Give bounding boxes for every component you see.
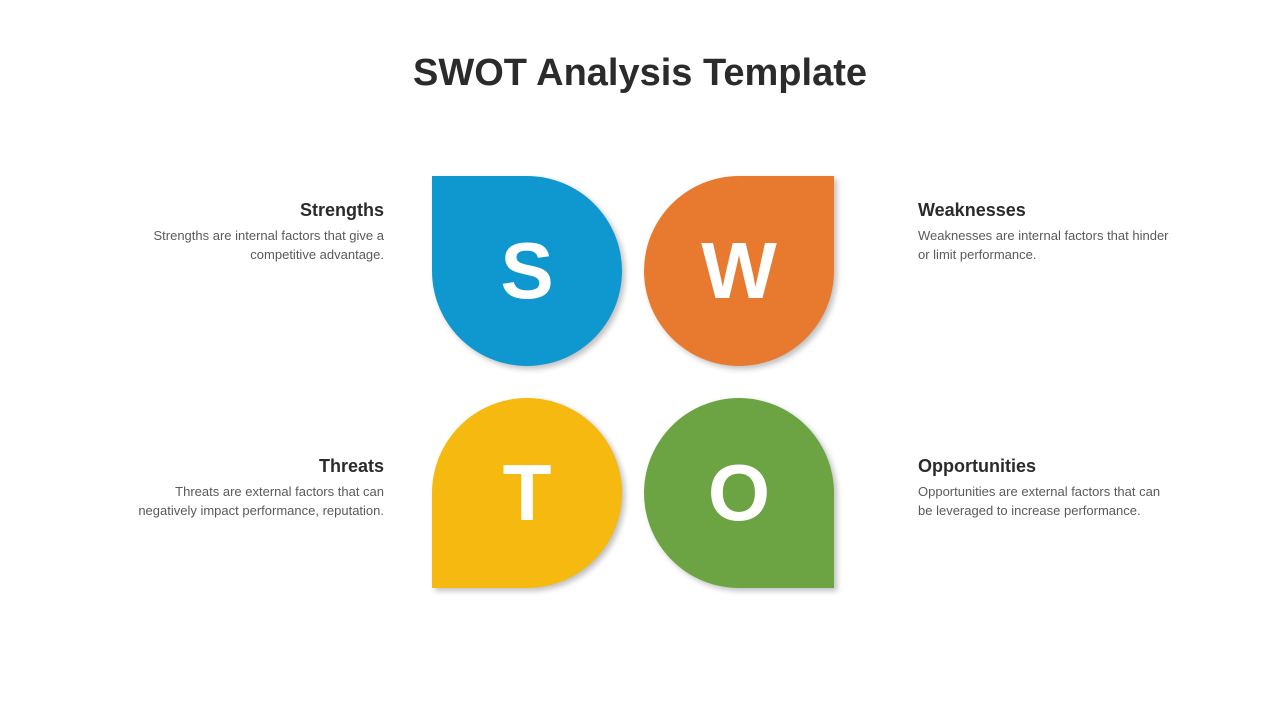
petal-letter-t: T: [503, 453, 552, 533]
petal-opportunities: O: [644, 398, 834, 588]
label-threats: Threats Threats are external factors tha…: [124, 456, 384, 521]
label-heading-weaknesses: Weaknesses: [918, 200, 1178, 221]
petal-strengths: S: [432, 176, 622, 366]
label-desc-opportunities: Opportunities are external factors that …: [918, 483, 1178, 521]
label-desc-strengths: Strengths are internal factors that give…: [124, 227, 384, 265]
page-title: SWOT Analysis Template: [0, 52, 1280, 95]
petal-letter-w: W: [701, 231, 777, 311]
petal-letter-o: O: [708, 453, 770, 533]
label-heading-opportunities: Opportunities: [918, 456, 1178, 477]
label-heading-strengths: Strengths: [124, 200, 384, 221]
label-heading-threats: Threats: [124, 456, 384, 477]
label-weaknesses: Weaknesses Weaknesses are internal facto…: [918, 200, 1178, 265]
label-desc-weaknesses: Weaknesses are internal factors that hin…: [918, 227, 1178, 265]
petal-letter-s: S: [500, 231, 553, 311]
label-strengths: Strengths Strengths are internal factors…: [124, 200, 384, 265]
petal-weaknesses: W: [644, 176, 834, 366]
label-opportunities: Opportunities Opportunities are external…: [918, 456, 1178, 521]
label-desc-threats: Threats are external factors that can ne…: [124, 483, 384, 521]
petal-threats: T: [432, 398, 622, 588]
